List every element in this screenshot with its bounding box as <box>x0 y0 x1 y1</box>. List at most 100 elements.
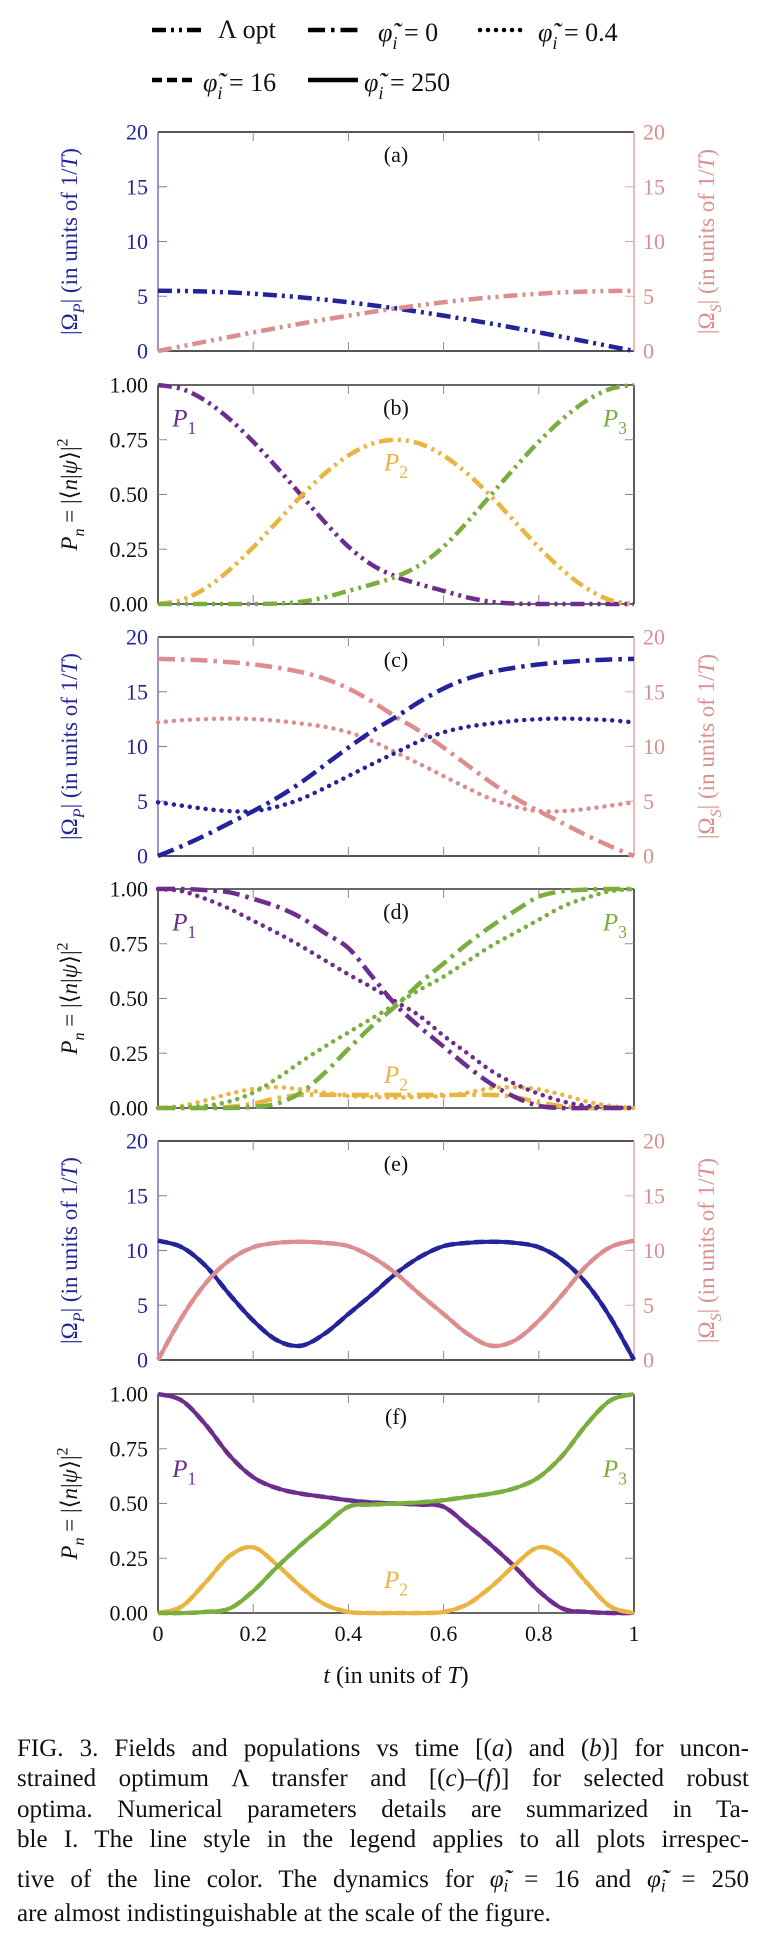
y-tick-label-left: 20 <box>126 625 148 650</box>
legend-label-phi-250: φ̃̇i = 250 <box>364 68 450 103</box>
series-c-omega-p-phi-0 <box>157 656 635 859</box>
figure: Λ opt φ̃̇i = 0 φ̃̇i = 0.4 φ̃̇i = 16 φ̃̇i… <box>54 15 725 1689</box>
y-tick-label-left: 0.25 <box>110 1546 149 1571</box>
y-tick-label-left: 0.75 <box>110 427 149 452</box>
y-tick-label-left: 5 <box>137 284 148 309</box>
y-axis-label-left: Pn = |⟨n|ψ⟩|2 <box>54 438 88 551</box>
y-tick-label-right: 20 <box>643 1129 665 1154</box>
y-tick-label-left: 10 <box>126 229 148 254</box>
y-tick-label-left: 5 <box>137 1293 148 1318</box>
legend: Λ opt φ̃̇i = 0 φ̃̇i = 0.4 φ̃̇i = 16 φ̃̇i… <box>152 15 618 103</box>
series-a-omega-p-lambda-opt <box>157 288 635 354</box>
y-axis-label-left: Pn = |⟨n|ψ⟩|2 <box>54 942 88 1055</box>
y-tick-label-right: 10 <box>643 734 665 759</box>
x-tick-label: 0.2 <box>239 1621 267 1646</box>
y-axis-label-left: Pn = |⟨n|ψ⟩|2 <box>54 1447 88 1560</box>
y-tick-label-left: 15 <box>126 679 148 704</box>
y-axis-label-left: |ΩP| (in units of 1/T) <box>57 653 88 840</box>
y-tick-label-left: 10 <box>126 1238 148 1263</box>
series-d-p1-phi-0 <box>157 886 634 1111</box>
y-tick-label-right: 15 <box>643 679 665 704</box>
caption-line: tive of the line color. The dynamics for… <box>17 1866 749 1896</box>
y-tick-label-left: 0.25 <box>110 537 149 562</box>
y-tick-label-right: 20 <box>643 625 665 650</box>
y-tick-label-left: 5 <box>137 789 148 814</box>
y-tick-label-right: 10 <box>643 1238 665 1263</box>
y-axis-label-right: |ΩS| (in units of 1/T) <box>694 1158 725 1343</box>
y-tick-label-left: 0.00 <box>110 592 149 617</box>
annotation-label: P1 <box>171 1456 196 1489</box>
y-tick-label-right: 5 <box>643 789 654 814</box>
annotation-label: P2 <box>383 1062 408 1095</box>
series-group <box>157 1391 635 1616</box>
series-c-omega-p-phi-0.4 <box>155 716 637 814</box>
y-tick-label-left: 15 <box>126 174 148 199</box>
y-tick-label-left: 0.50 <box>110 986 149 1011</box>
y-tick-label-right: 10 <box>643 229 665 254</box>
x-tick-label: 0 <box>153 1621 164 1646</box>
caption-line: optima. Numerical parameters details are… <box>17 1796 749 1823</box>
y-axis-label-right: |ΩS| (in units of 1/T) <box>694 149 725 334</box>
y-tick-label-right: 15 <box>643 174 665 199</box>
y-tick-label-right: 0 <box>643 1348 654 1373</box>
panel-f: 0.00 0.25 0.50 0.75 1.00 0 0.2 0.4 0.6 0.8 1 Pn = |… <box>54 1382 639 1647</box>
panel-b: 0.00 0.25 0.50 0.75 1.00 Pn = |⟨n|ψ⟩|2 (b) P1 P2… <box>54 373 635 617</box>
panel-title: (c) <box>384 647 408 672</box>
x-tick-label: 0.8 <box>525 1621 553 1646</box>
series-d-p2-phi-0.4 <box>155 1084 637 1111</box>
y-axis-label-left: |ΩP| (in units of 1/T) <box>57 1157 88 1344</box>
panel-title: (f) <box>385 1404 407 1429</box>
annotation-label: P2 <box>383 449 408 482</box>
panel-e: 0 0 5 5 10 10 15 15 20 20 |ΩP| (in units of 1/T) |Ω… <box>57 1129 725 1373</box>
caption-line: are almost indistinguishable at the scal… <box>17 1900 551 1927</box>
series-b-p2-lambda-opt <box>157 437 635 607</box>
caption-line: strained optimum Λ transfer and [(c)–(f)… <box>17 1765 749 1792</box>
series-b-p1-lambda-opt <box>157 382 634 607</box>
series-group <box>155 886 637 1111</box>
series-group <box>155 656 637 859</box>
series-group <box>157 382 635 607</box>
panel-a: 0 0 5 5 10 10 15 15 20 20 |ΩP| (in units of 1/T) |Ω… <box>57 120 725 364</box>
y-tick-label-left: 0.75 <box>110 1436 149 1461</box>
x-tick-label: 0.4 <box>335 1621 363 1646</box>
y-tick-label-right: 5 <box>643 284 654 309</box>
y-tick-label-left: 0.50 <box>110 1491 149 1516</box>
panel-title: (a) <box>384 142 408 167</box>
legend-label-phi-16: φ̃̇i = 16 <box>203 68 276 103</box>
x-tick-label: 0.6 <box>430 1621 458 1646</box>
y-tick-label-left: 0 <box>137 844 148 869</box>
legend-label-phi-0.4: φ̃̇i = 0.4 <box>538 18 618 53</box>
legend-label-lambda-opt: Λ opt <box>218 15 277 44</box>
series-c-omega-s-phi-0.4 <box>155 716 637 814</box>
x-tick-label: 1 <box>629 1621 640 1646</box>
series-d-p3-phi-0 <box>158 886 635 1111</box>
y-tick-label-left: 0.25 <box>110 1041 149 1066</box>
series-b-p3-lambda-opt <box>158 382 635 607</box>
y-tick-label-left: 0 <box>137 339 148 364</box>
series-f-p2-phi-250 <box>157 1545 635 1616</box>
y-tick-label-left: 0.50 <box>110 482 149 507</box>
y-tick-label-left: 0.00 <box>110 1096 149 1121</box>
y-tick-label-left: 1.00 <box>110 877 149 902</box>
annotation-label: P2 <box>383 1567 408 1600</box>
series-f-p3-phi-250 <box>157 1392 635 1616</box>
panel-title: (e) <box>384 1151 408 1176</box>
y-tick-label-left: 0 <box>137 1348 148 1373</box>
series-a-omega-s-lambda-opt <box>157 288 635 354</box>
y-tick-label-left: 20 <box>126 120 148 145</box>
series-c-omega-s-phi-0 <box>157 656 635 859</box>
x-axis-label: t (in units of T) <box>323 1663 468 1689</box>
annotation-label: P3 <box>602 910 627 943</box>
series-group <box>157 288 635 354</box>
y-axis-label-left: |ΩP| (in units of 1/T) <box>57 148 88 335</box>
y-tick-label-right: 0 <box>643 339 654 364</box>
y-tick-label-left: 1.00 <box>110 373 149 398</box>
y-tick-label-right: 15 <box>643 1183 665 1208</box>
series-group <box>156 1238 636 1362</box>
y-tick-label-left: 10 <box>126 734 148 759</box>
caption-line: ble I. The line style in the legend appl… <box>17 1826 749 1853</box>
caption-line: FIG. 3. Fields and populations vs time [… <box>17 1735 749 1762</box>
y-tick-label-left: 1.00 <box>110 1382 149 1407</box>
series-e-omega-s-phi-250 <box>156 1238 635 1361</box>
